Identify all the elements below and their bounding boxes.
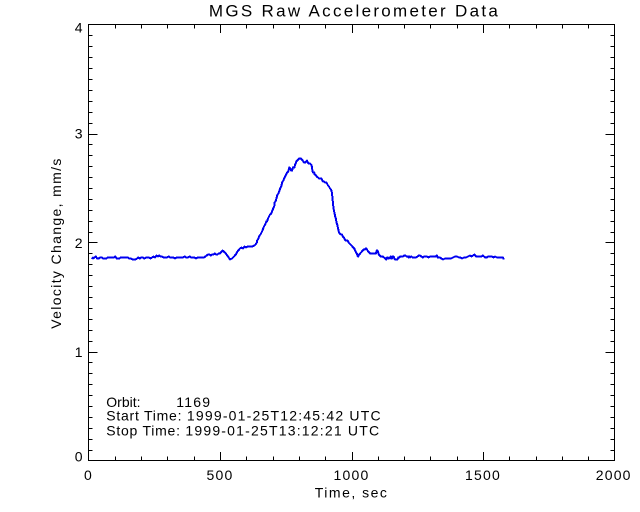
svg-text:0: 0 bbox=[75, 448, 83, 464]
svg-text:1169: 1169 bbox=[176, 394, 211, 410]
svg-text:1: 1 bbox=[75, 344, 83, 360]
svg-text:Stop Time: 1999-01-25T13:12:21: Stop Time: 1999-01-25T13:12:21 UTC bbox=[106, 423, 380, 439]
svg-text:MGS Raw Accelerometer Data: MGS Raw Accelerometer Data bbox=[209, 2, 500, 21]
svg-text:2: 2 bbox=[75, 235, 83, 251]
svg-text:2000: 2000 bbox=[596, 467, 632, 483]
svg-text:Orbit:: Orbit: bbox=[106, 394, 140, 410]
svg-text:1500: 1500 bbox=[465, 467, 501, 483]
svg-text:Time, sec: Time, sec bbox=[315, 484, 389, 500]
svg-text:Velocity Change, mm/s: Velocity Change, mm/s bbox=[48, 157, 64, 329]
svg-text:Start Time: 1999-01-25T12:45:4: Start Time: 1999-01-25T12:45:42 UTC bbox=[106, 408, 382, 424]
svg-text:0: 0 bbox=[84, 467, 93, 483]
svg-text:500: 500 bbox=[207, 467, 234, 483]
svg-text:1000: 1000 bbox=[334, 467, 370, 483]
svg-text:4: 4 bbox=[75, 20, 83, 36]
svg-text:3: 3 bbox=[75, 126, 83, 142]
